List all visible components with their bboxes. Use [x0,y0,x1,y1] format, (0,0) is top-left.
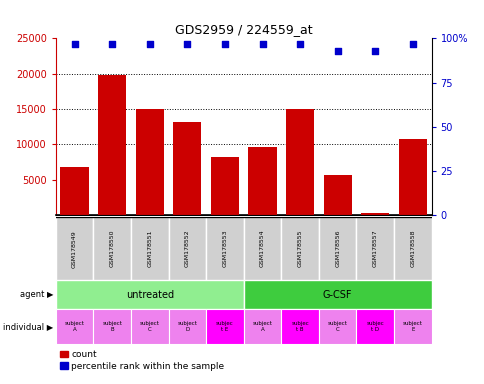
Text: GSM178552: GSM178552 [184,230,189,267]
Text: subjec
t E: subjec t E [215,321,233,332]
Bar [173,122,201,215]
Bar [356,217,393,280]
Title: GDS2959 / 224559_at: GDS2959 / 224559_at [175,23,312,36]
Point [71,41,78,47]
Text: GSM178551: GSM178551 [147,230,152,267]
Bar [98,75,126,215]
Bar [56,309,93,344]
Point [183,41,191,47]
Text: untreated: untreated [125,290,173,300]
Bar [56,217,93,280]
Text: GSM178553: GSM178553 [222,230,227,267]
Bar [168,309,206,344]
Bar [393,309,431,344]
Bar [211,157,239,215]
Bar [60,167,89,215]
Bar [136,109,164,215]
Bar [393,217,431,280]
Point [296,41,303,47]
Text: GSM178554: GSM178554 [259,230,264,267]
Text: subject
D: subject D [177,321,197,332]
Point [371,48,378,54]
Bar [248,147,276,215]
Bar [206,309,243,344]
Text: G-CSF: G-CSF [322,290,352,300]
Text: subject
B: subject B [102,321,122,332]
Bar [56,280,243,309]
Bar [323,175,351,215]
Text: subject
A: subject A [64,321,84,332]
Bar [318,309,356,344]
Text: agent ▶: agent ▶ [20,290,53,299]
Text: GSM178557: GSM178557 [372,230,377,267]
Text: subject
C: subject C [327,321,347,332]
Bar [243,217,281,280]
Point [408,41,416,47]
Point [221,41,228,47]
Bar [206,217,243,280]
Text: subject
E: subject E [402,321,422,332]
Point [146,41,153,47]
Text: GSM178558: GSM178558 [409,230,414,267]
Text: subjec
t D: subjec t D [365,321,383,332]
Bar [398,139,426,215]
Point [333,48,341,54]
Bar [243,309,281,344]
Text: GSM178550: GSM178550 [109,230,114,267]
Bar [318,217,356,280]
Text: GSM178555: GSM178555 [297,230,302,267]
Bar [281,309,318,344]
Legend: count, percentile rank within the sample: count, percentile rank within the sample [60,350,224,371]
Text: subjec
t B: subjec t B [290,321,308,332]
Bar [168,217,206,280]
Text: subject
A: subject A [252,321,272,332]
Text: GSM178556: GSM178556 [334,230,339,267]
Bar [286,109,314,215]
Bar [131,217,168,280]
Bar [93,217,131,280]
Bar [93,309,131,344]
Point [108,41,116,47]
Bar [131,309,168,344]
Point [258,41,266,47]
Text: individual ▶: individual ▶ [3,322,53,331]
Text: subject
C: subject C [139,321,159,332]
Text: GSM178549: GSM178549 [72,230,77,268]
Bar [361,213,389,215]
Bar [281,217,318,280]
Bar [356,309,393,344]
Bar [243,280,431,309]
